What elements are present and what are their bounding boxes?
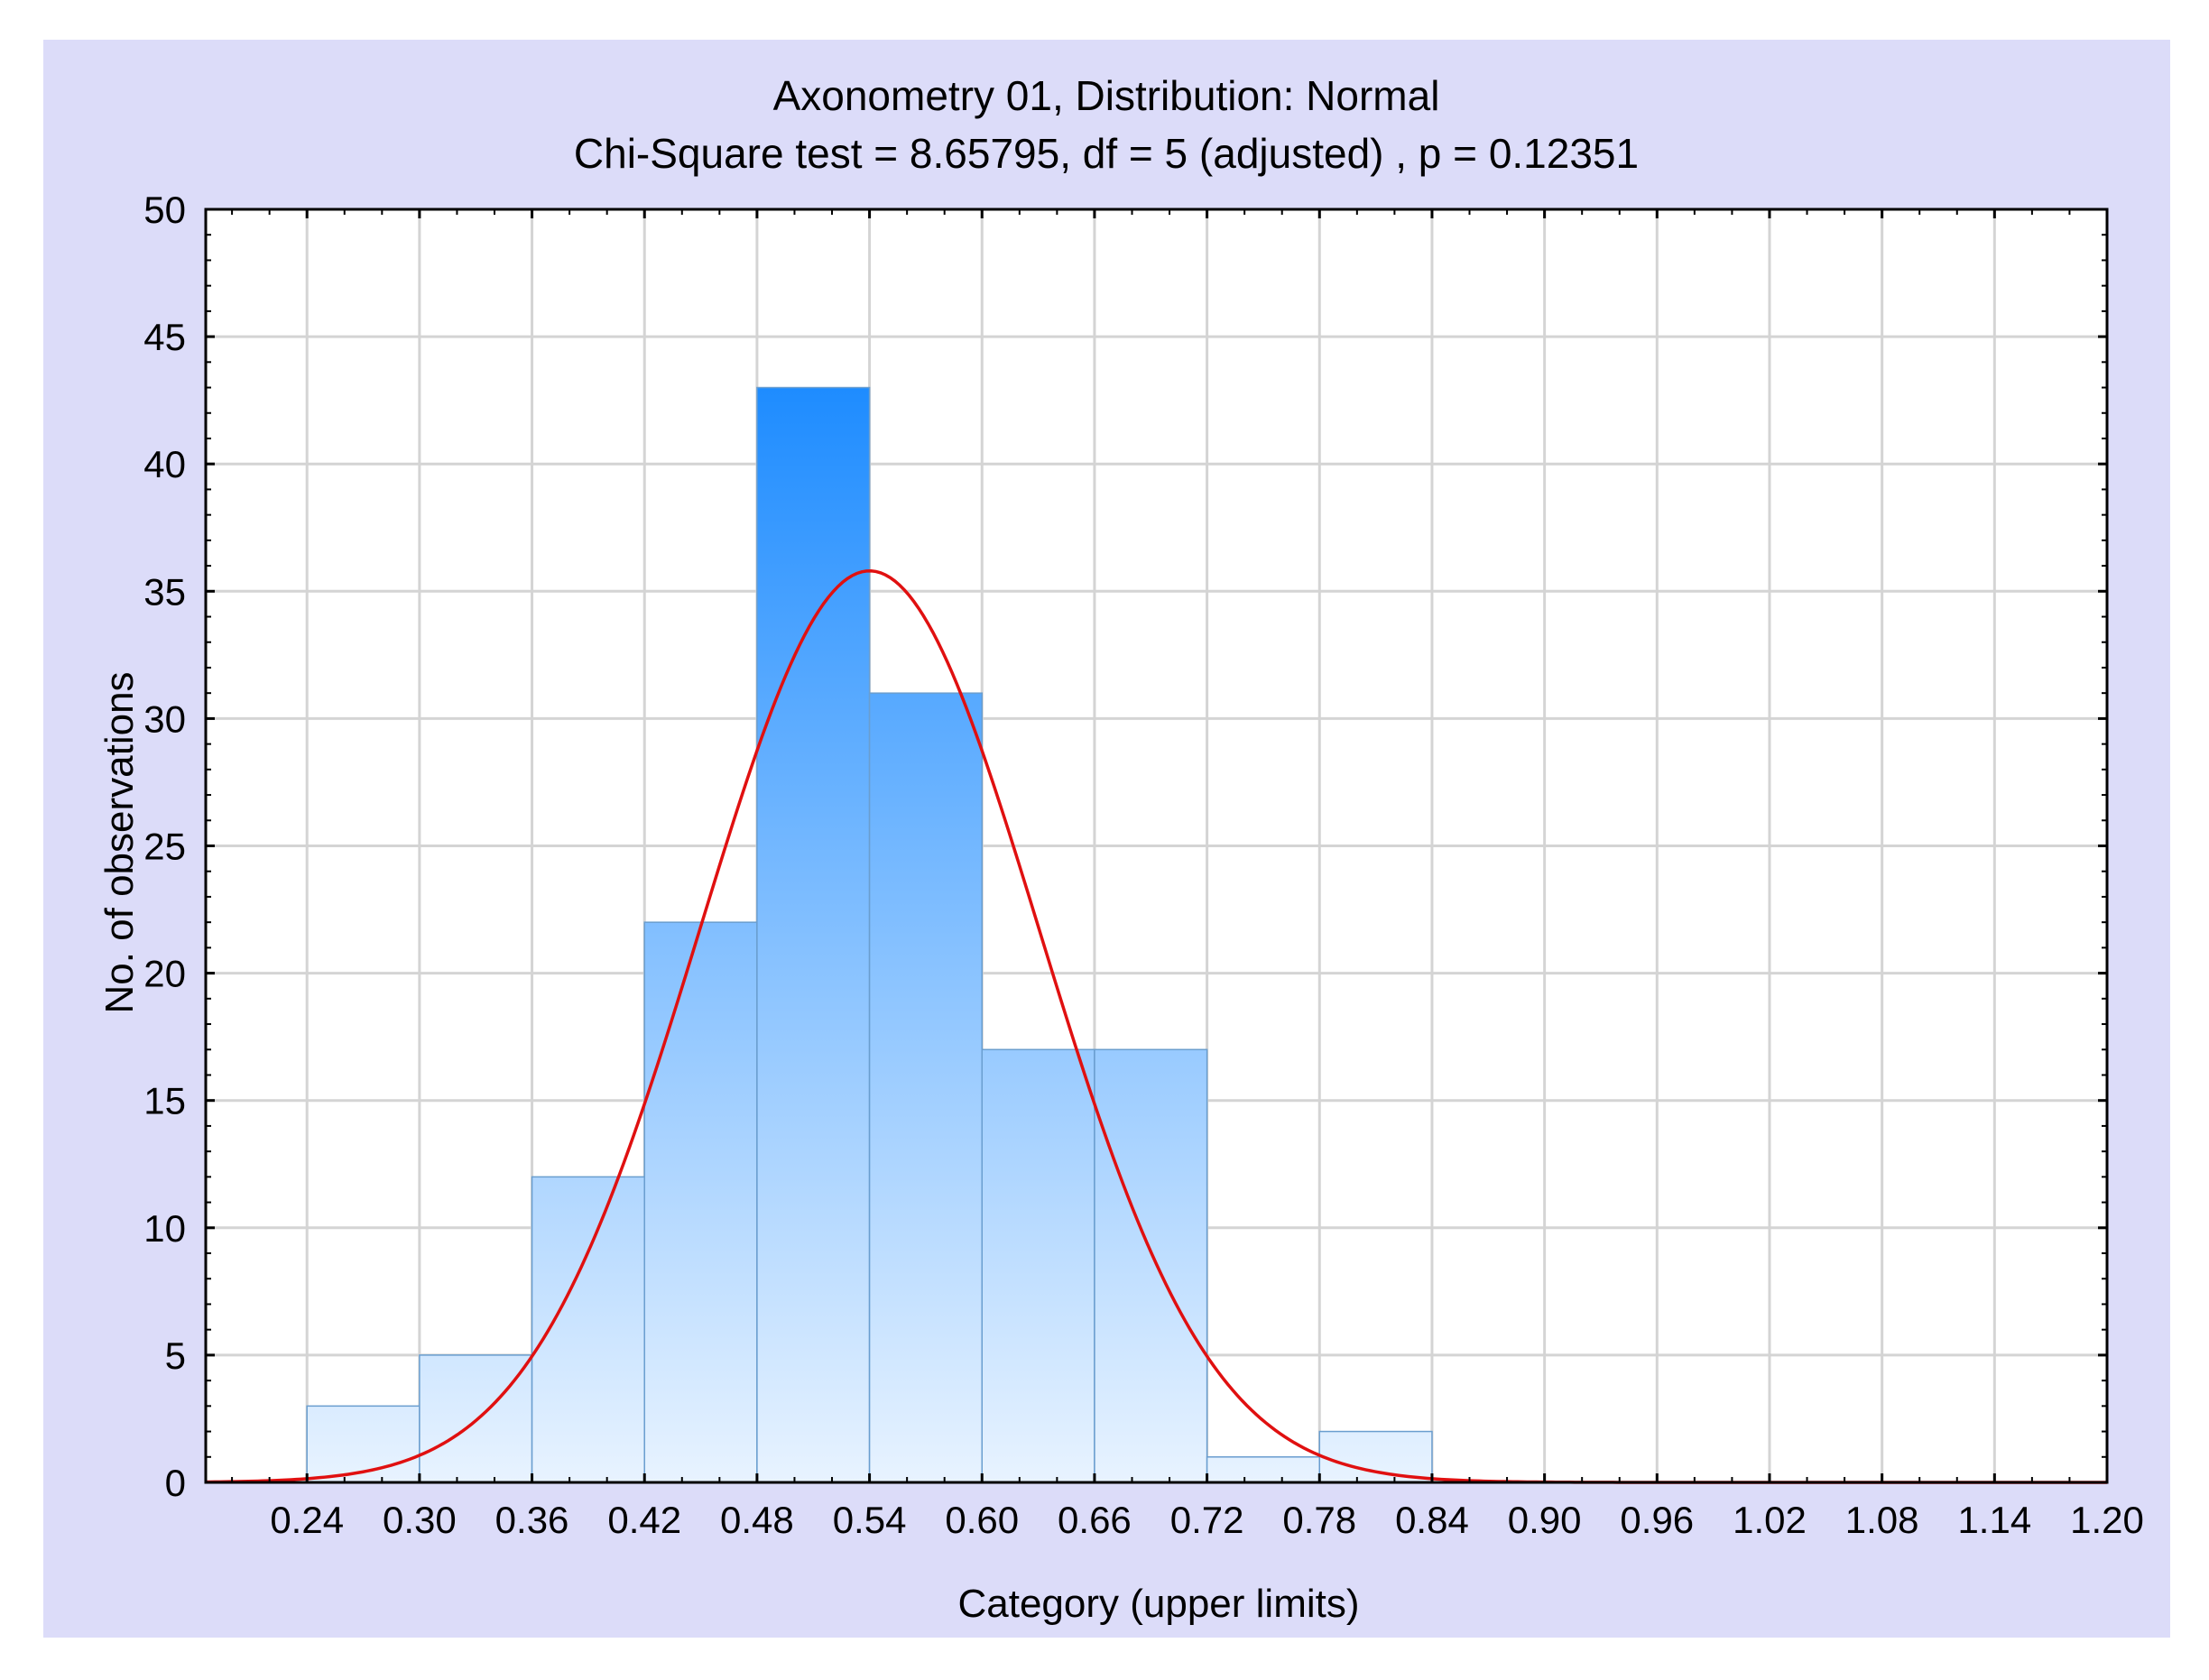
y-tick-label: 25: [143, 826, 186, 868]
x-axis-label: Category (upper limits): [957, 1582, 1359, 1626]
x-tick-label: 0.36: [495, 1499, 569, 1541]
chart-subtitle: Chi-Square test = 8.65795, df = 5 (adjus…: [574, 130, 1639, 177]
x-tick-label: 0.84: [1395, 1499, 1469, 1541]
histogram-bar: [1094, 1048, 1208, 1483]
y-tick-label: 10: [143, 1207, 186, 1250]
x-tick-label: 0.60: [945, 1499, 1019, 1541]
chart-panel: Axonometry 01, Distribution: Normal Chi-…: [43, 40, 2170, 1638]
histogram-bar: [756, 386, 871, 1483]
y-tick-label: 5: [165, 1334, 186, 1377]
y-tick-label: 50: [143, 189, 186, 231]
histogram-bar: [981, 1048, 1095, 1483]
grid-lines: [206, 209, 2107, 1482]
histogram-bar: [1318, 1430, 1433, 1483]
histogram-bar: [1206, 1456, 1321, 1483]
histogram-bar: [868, 692, 984, 1483]
y-tick-labels: 0 5 10 15 20 25 30 35 40 45 50: [143, 189, 186, 1504]
x-tick-labels: 0.24 0.30 0.36 0.42 0.48 0.54 0.60 0.66 0.72 0.78…: [270, 1499, 2144, 1541]
x-tick-label: 0.96: [1620, 1499, 1694, 1541]
y-tick-label: 0: [165, 1462, 186, 1504]
histogram-bar: [531, 1176, 645, 1483]
histogram-chart: Axonometry 01, Distribution: Normal Chi-…: [97, 72, 2144, 1626]
x-tick-label: 0.42: [607, 1499, 681, 1541]
y-tick-label: 30: [143, 697, 186, 740]
histogram-bar: [306, 1405, 421, 1483]
histogram-bar: [643, 921, 758, 1483]
x-tick-label: 1.14: [1957, 1499, 2031, 1541]
x-tick-label: 0.78: [1282, 1499, 1356, 1541]
x-tick-label: 0.66: [1058, 1499, 1132, 1541]
x-tick-label: 1.08: [1845, 1499, 1919, 1541]
y-tick-label: 45: [143, 316, 186, 358]
y-tick-label: 35: [143, 570, 186, 613]
x-tick-label: 1.20: [2070, 1499, 2144, 1541]
axis-ticks: [206, 208, 2107, 1484]
x-tick-label: 0.72: [1170, 1499, 1244, 1541]
y-tick-label: 40: [143, 443, 186, 485]
y-tick-label: 15: [143, 1080, 186, 1122]
y-tick-label: 20: [143, 953, 186, 995]
x-tick-label: 0.24: [270, 1499, 344, 1541]
x-tick-label: 1.02: [1733, 1499, 1807, 1541]
x-tick-label: 0.90: [1508, 1499, 1582, 1541]
x-tick-label: 0.48: [720, 1499, 794, 1541]
y-axis-label: No. of observations: [97, 671, 142, 1013]
histogram-bars: [306, 386, 1433, 1483]
chart-title: Axonometry 01, Distribution: Normal: [773, 72, 1440, 119]
x-tick-label: 0.30: [383, 1499, 457, 1541]
x-tick-label: 0.54: [833, 1499, 907, 1541]
